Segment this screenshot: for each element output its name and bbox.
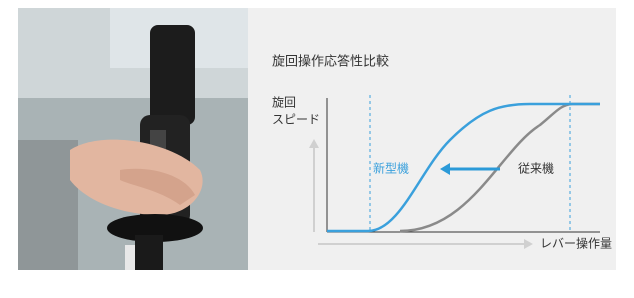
x-axis-label: レバー操作量 [540, 236, 612, 251]
title: 旋回操作応答性比較 [272, 54, 389, 70]
old-label: 従来機 [518, 161, 554, 176]
figure: 旋回操作応答性比較 旋回 スピード レバー操作量 新型機 従来機 [0, 0, 634, 298]
y-axis-label: スピード [272, 113, 320, 127]
page: 旋回操作応答性比較 旋回 スピード レバー操作量 新型機 従来機 (() => … [0, 0, 634, 298]
photo [18, 8, 248, 270]
panel [248, 8, 616, 270]
new-label: 新型機 [373, 161, 409, 176]
y-axis-label: 旋回 [272, 96, 296, 110]
